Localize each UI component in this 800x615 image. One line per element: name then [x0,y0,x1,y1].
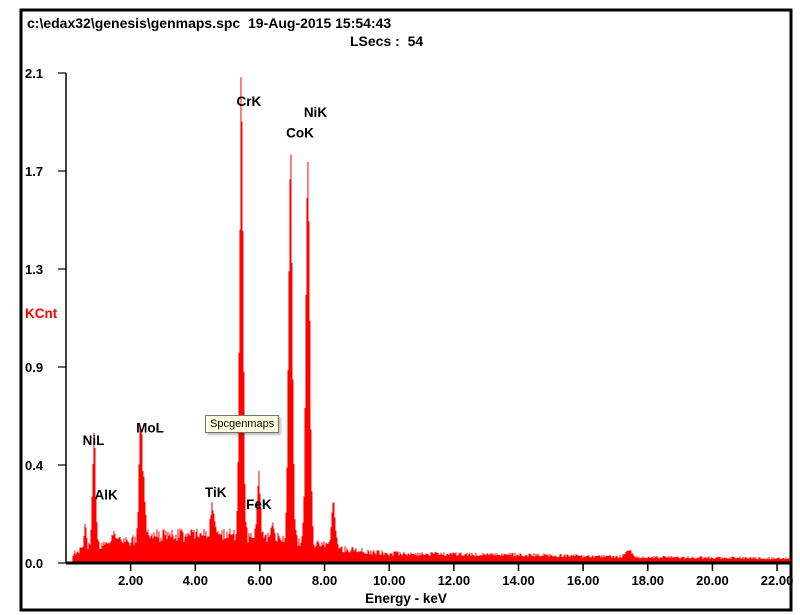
x-tick-label: 12.00 [438,573,471,588]
peak-label-nik: NiK [304,105,328,120]
y-tick-label: 1.3 [25,262,43,277]
spectrum-area [72,77,791,564]
x-tick-label: 14.00 [502,573,535,588]
spectrum [72,77,791,564]
x-tick-label: 18.00 [632,573,665,588]
peak-label-alk: AlK [95,487,119,502]
y-tick-label: 2.1 [25,66,43,81]
peak-label-mol: MoL [136,420,164,435]
x-tick-label: 8.00 [312,573,337,588]
x-tick-label: 2.00 [118,573,143,588]
peak-label-fek: FeK [246,497,272,512]
tooltip: Spcgenmaps [205,415,280,433]
peak-label-cok: CoK [286,126,314,141]
axes: 0.0 0.4 0.9 1.3 1.7 2.1 2.00 4.00 6.00 8.00 10.00 1… [25,66,793,588]
x-tick-label: 22.00 [761,573,794,588]
y-axis-label: KCnt [25,306,58,321]
y-tick-label: 1.7 [25,164,43,179]
y-tick-label: 0.4 [25,458,44,473]
peak-labels: NiL AlK MoL TiK CrK FeK CoK NiK [83,94,328,512]
chart-frame [19,8,793,612]
y-tick-label: 0.0 [25,556,43,571]
x-axis-label: Energy - keV [365,591,447,606]
x-tick-label: 20.00 [696,573,729,588]
x-tick-label: 6.00 [247,573,272,588]
x-tick-label: 4.00 [183,573,208,588]
file-info: c:\edax32\genesis\genmaps.spc 19-Aug-201… [27,15,391,31]
y-tick-label: 0.9 [25,360,43,375]
x-tick-label: 10.00 [373,573,406,588]
peak-label-tik: TiK [205,485,227,500]
x-tick-label: 16.00 [567,573,600,588]
live-seconds: LSecs : 54 [350,33,423,49]
peak-label-nil: NiL [83,433,105,448]
peak-label-crk: CrK [236,94,261,109]
